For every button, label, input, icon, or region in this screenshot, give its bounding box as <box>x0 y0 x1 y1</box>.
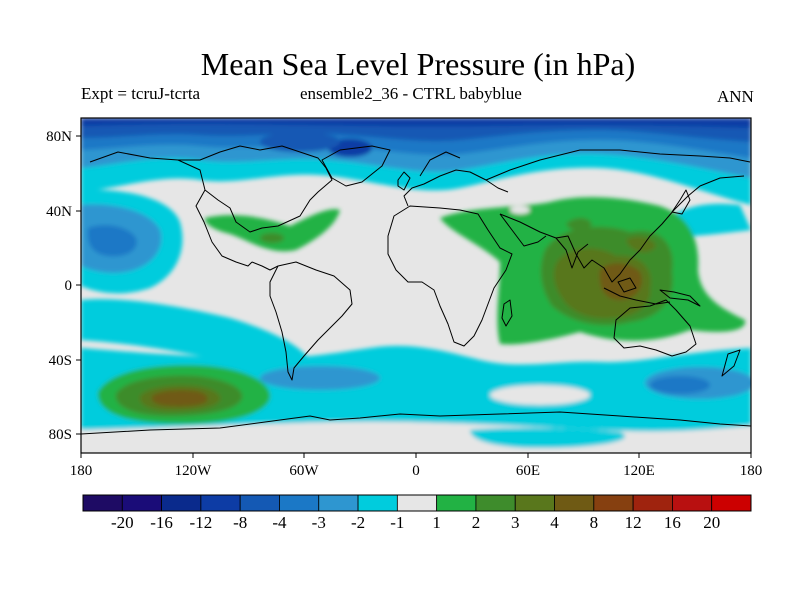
colorbar-box <box>632 494 673 512</box>
season-label: ANN <box>717 87 754 106</box>
plot-title: Mean Sea Level Pressure (in hPa) <box>200 46 636 82</box>
colorbar-label: 3 <box>511 513 520 532</box>
colorbar-label: 20 <box>703 513 720 532</box>
colorbar-label: 16 <box>664 513 681 532</box>
colorbar-box <box>121 494 162 512</box>
colorbar-box <box>318 494 359 512</box>
colorbar-box <box>396 494 438 512</box>
map-ticks <box>76 135 752 458</box>
lat-tick-80s: 80S <box>49 427 72 443</box>
pressure-field <box>81 118 751 453</box>
colorbar-box <box>475 494 516 512</box>
lon-tick-180w: 180 <box>70 463 93 479</box>
colorbar-label: -8 <box>233 513 247 532</box>
lon-tick-labels: 180 120W 60W 0 60E 120E 180 <box>70 463 763 479</box>
colorbar-box <box>436 494 477 512</box>
colorbar-box <box>554 494 595 512</box>
colorbar-box <box>200 494 241 512</box>
colorbar-box <box>239 494 280 512</box>
colorbar-label: 4 <box>550 513 559 532</box>
colorbar-label: -2 <box>351 513 365 532</box>
colorbar-box <box>279 494 320 512</box>
colorbar-label: 2 <box>472 513 481 532</box>
colorbar-box <box>593 494 634 512</box>
colorbar-label: 1 <box>432 513 441 532</box>
lat-tick-80n: 80N <box>46 129 72 145</box>
ensemble-label: ensemble2_36 - CTRL babyblue <box>300 84 522 103</box>
lat-tick-0: 0 <box>65 278 73 294</box>
lat-tick-40s: 40S <box>49 353 72 369</box>
colorbar-frame <box>82 494 752 512</box>
colorbar-box <box>711 494 752 512</box>
colorbar-label: 12 <box>625 513 642 532</box>
colorbar-box <box>161 494 202 512</box>
colorbar-label: -1 <box>390 513 404 532</box>
colorbar: -20 -16 -12 -8 -4 -3 -2 -1 1 2 3 4 8 12 16 20 <box>82 494 752 532</box>
coastlines <box>81 145 751 435</box>
colorbar-box <box>357 494 398 512</box>
colorbar-label: -16 <box>150 513 173 532</box>
colorbar-label: -3 <box>312 513 326 532</box>
lat-tick-40n: 40N <box>46 204 72 220</box>
lon-tick-180e: 180 <box>740 463 763 479</box>
lon-tick-120e: 120E <box>623 463 655 479</box>
colorbar-box <box>672 494 713 512</box>
lon-tick-60e: 60E <box>516 463 540 479</box>
colorbar-box <box>82 494 123 512</box>
colorbar-label: -20 <box>111 513 134 532</box>
colorbar-label: 8 <box>590 513 599 532</box>
experiment-label: Expt = tcruJ-tcrta <box>81 84 201 103</box>
colorbar-label: -4 <box>272 513 287 532</box>
lon-tick-0: 0 <box>412 463 420 479</box>
colorbar-box <box>514 494 555 512</box>
lon-tick-120w: 120W <box>175 463 213 479</box>
colorbar-label: -12 <box>190 513 213 532</box>
lon-tick-60w: 60W <box>289 463 319 479</box>
lat-tick-labels: 80N 40N 0 40S 80S <box>46 129 72 443</box>
